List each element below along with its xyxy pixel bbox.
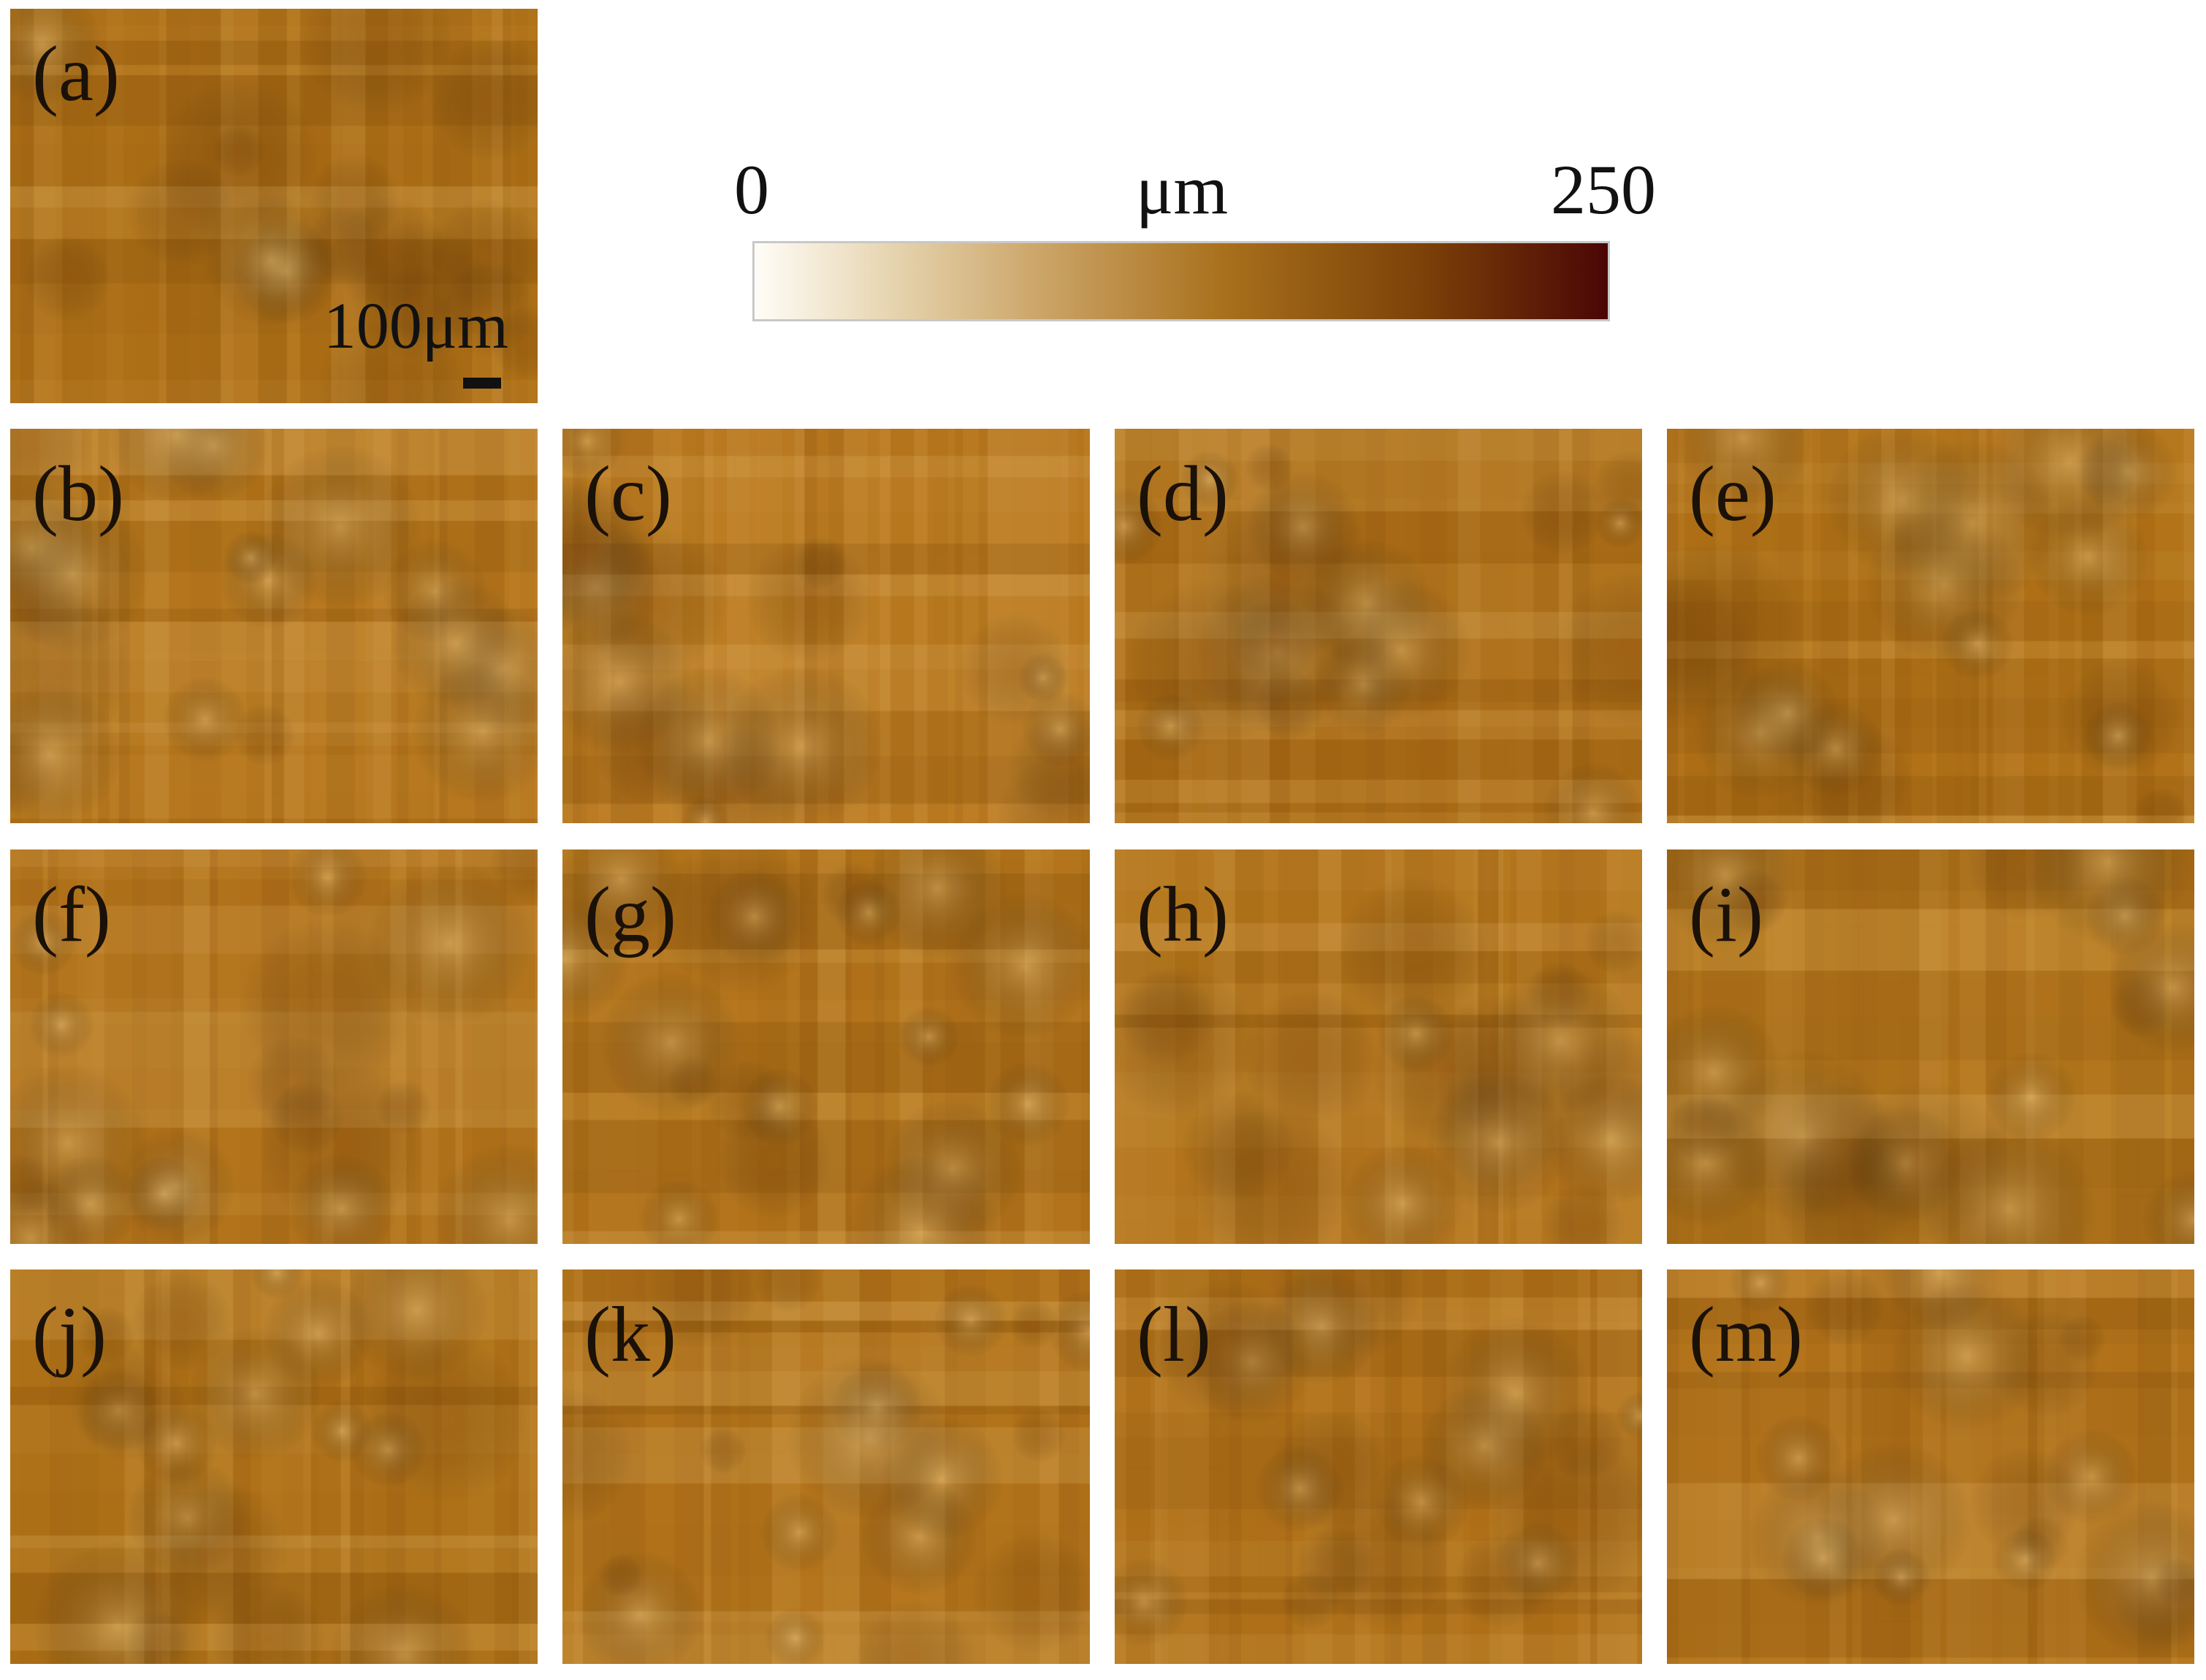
- colorbar-wrap: [752, 241, 1610, 323]
- panel-image: [562, 849, 1090, 1244]
- panel-image: [1115, 429, 1642, 823]
- colorbar-unit-label: μm: [1136, 150, 1229, 229]
- colorbar-gradient: [752, 241, 1610, 321]
- panel-k: (k): [562, 1269, 1090, 1664]
- panel-label: (i): [1689, 871, 1763, 958]
- panel-label: (l): [1137, 1291, 1211, 1378]
- panel-label: (f): [32, 871, 111, 958]
- panel-image: [1667, 849, 2194, 1244]
- panel-e: (e): [1667, 429, 2194, 823]
- panel-image: [1667, 1269, 2194, 1664]
- panel-label: (e): [1689, 451, 1776, 538]
- panel-label: (c): [584, 451, 672, 538]
- panel-l: (l): [1115, 1269, 1642, 1664]
- panel-label: (a): [32, 31, 120, 118]
- panel-label: (g): [584, 871, 676, 958]
- panel-image: [562, 1269, 1090, 1664]
- colorbar-min-label: 0: [734, 150, 769, 229]
- colorbar-max-label: 250: [1551, 150, 1656, 229]
- panel-d: (d): [1115, 429, 1642, 823]
- scale-bar: [463, 378, 501, 389]
- panel-label: (d): [1137, 451, 1229, 538]
- panel-m: (m): [1667, 1269, 2194, 1664]
- panel-b: (b): [10, 429, 538, 823]
- panel-label: (k): [584, 1291, 676, 1378]
- panel-label: (m): [1689, 1291, 1803, 1378]
- panel-image: [1115, 1269, 1642, 1664]
- panel-label: (b): [32, 451, 124, 538]
- scale-bar-label: 100μm: [323, 290, 508, 362]
- panel-image: [10, 429, 538, 823]
- panel-label: (j): [32, 1291, 107, 1378]
- panel-image: [1115, 849, 1642, 1244]
- panel-c: (c): [562, 429, 1090, 823]
- panel-j: (j): [10, 1269, 538, 1664]
- panel-f: (f): [10, 849, 538, 1244]
- panel-image: [10, 1269, 538, 1664]
- panel-image: [10, 9, 538, 403]
- panel-i: (i): [1667, 849, 2194, 1244]
- panel-image: [562, 429, 1090, 823]
- panel-label: (h): [1137, 871, 1229, 958]
- panel-image: [1667, 429, 2194, 823]
- panel-a: (a) 100μm: [10, 9, 538, 403]
- panel-h: (h): [1115, 849, 1642, 1244]
- panel-g: (g): [562, 849, 1090, 1244]
- panel-image: [10, 849, 538, 1244]
